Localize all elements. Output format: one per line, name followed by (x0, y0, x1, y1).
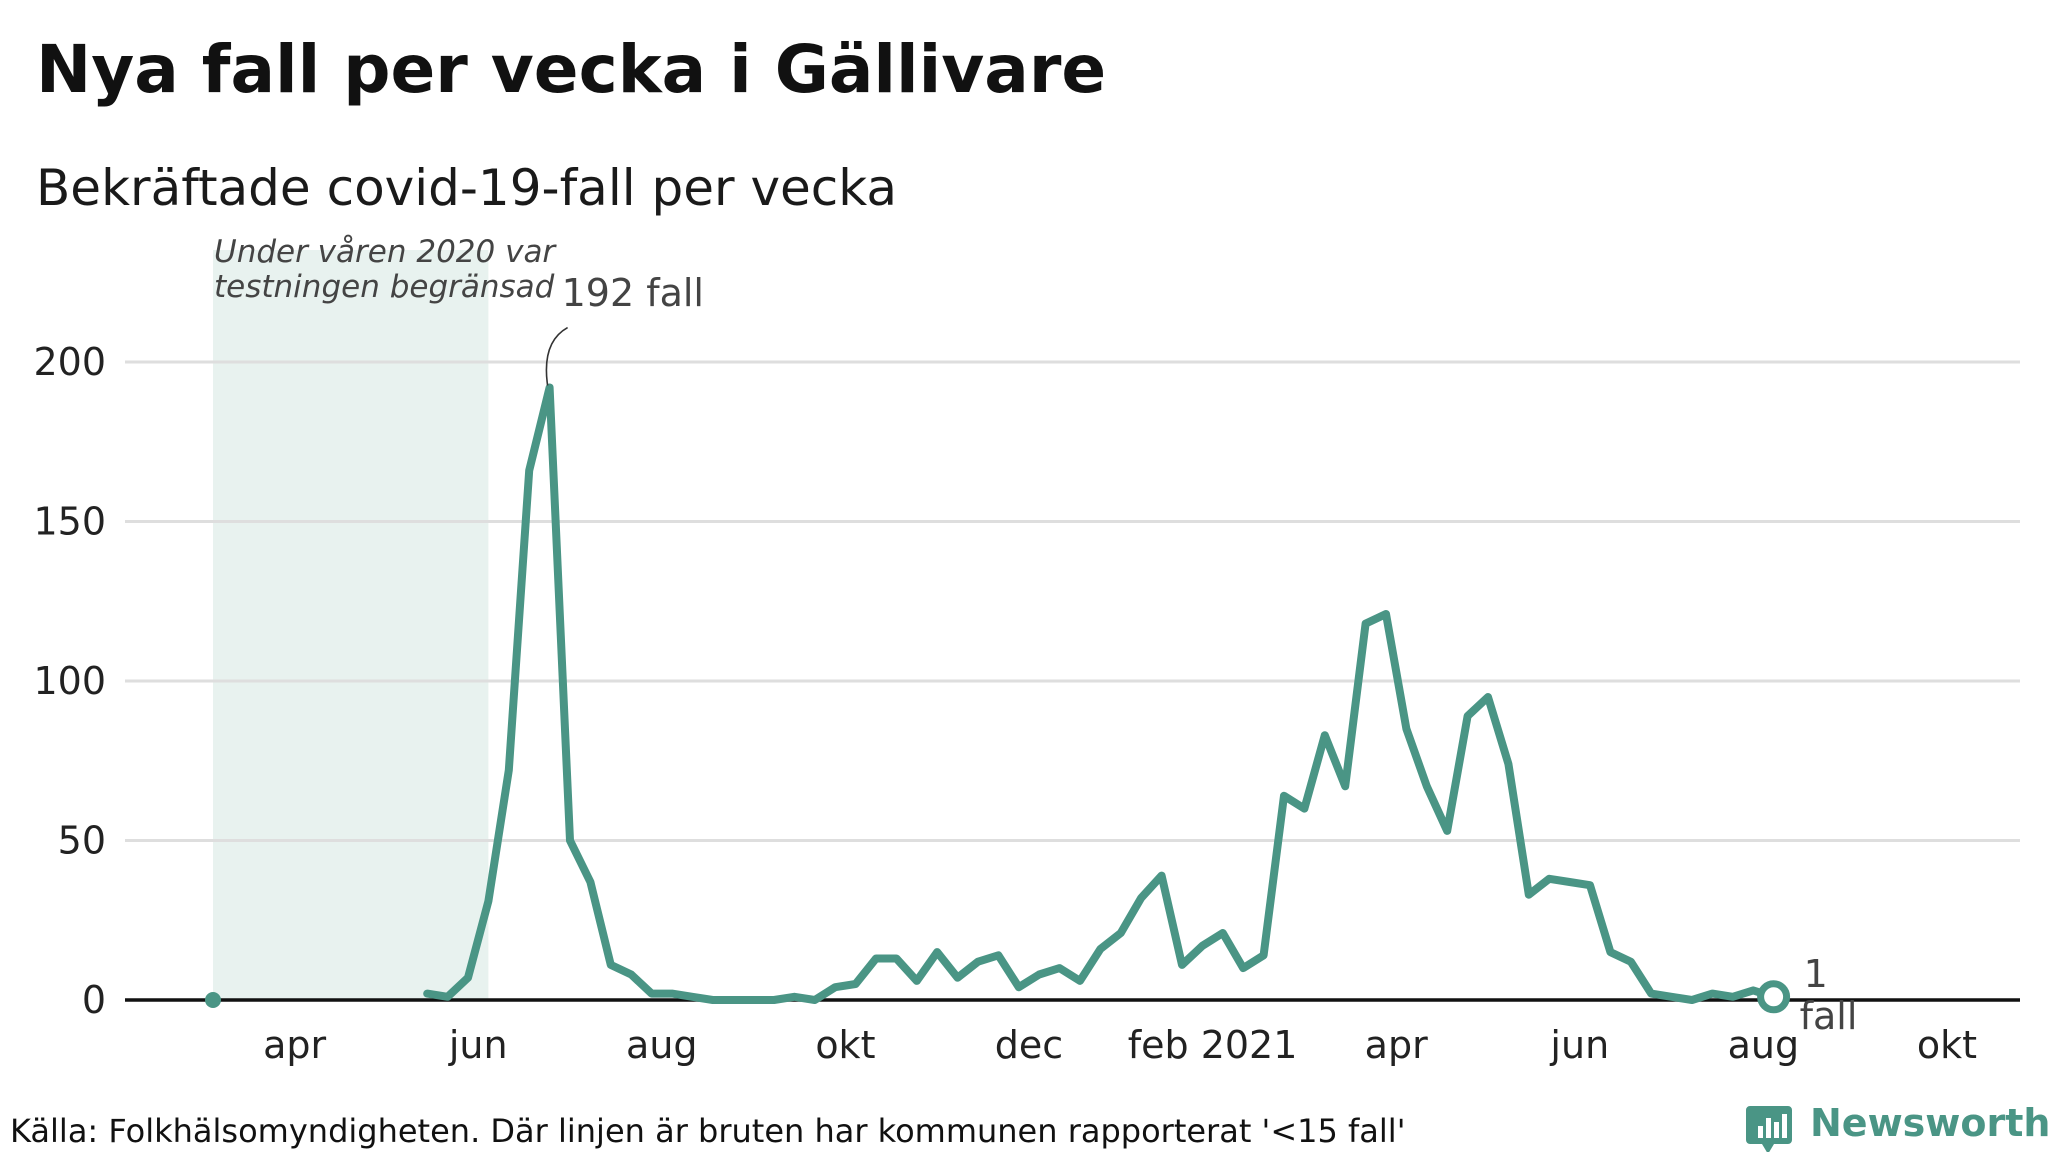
x-axis-labels: apr jun aug okt dec feb 2021 apr jun aug okt (263, 1023, 1977, 1067)
x-tick-label: okt (815, 1023, 875, 1067)
newsworthy-logo: Newsworthy (1746, 1101, 2048, 1152)
source-note: Källa: Folkhälsomyndigheten. Där linjen … (10, 1112, 1405, 1150)
y-tick-label: 150 (33, 500, 106, 544)
y-tick-label: 100 (33, 659, 106, 703)
x-tick-label: apr (1365, 1023, 1428, 1067)
limited-testing-region (213, 250, 489, 1000)
series-line-segment-1 (423, 383, 1778, 1004)
y-axis-labels: 0 50 100 150 200 (33, 340, 106, 1022)
peak-label: 192 fall (562, 271, 704, 315)
chart-title: Nya fall per vecka i Gällivare (36, 31, 1106, 108)
annotation-line-1: Under våren 2020 var (214, 234, 557, 270)
last-point-marker (1757, 980, 1791, 1014)
end-label-value: 1 (1804, 952, 1828, 996)
series-line-group (205, 383, 1791, 1014)
brand-name: Newsworthy (1810, 1101, 2048, 1145)
chart-subtitle: Bekräftade covid-19-fall per vecka (36, 159, 897, 217)
x-tick-label: jun (448, 1023, 508, 1067)
annotation-line-2: testningen begränsad (214, 269, 555, 305)
x-tick-label: apr (263, 1023, 326, 1067)
end-label-unit: fall (1800, 994, 1858, 1038)
x-tick-label: feb 2021 (1128, 1023, 1298, 1067)
x-tick-label: aug (1728, 1023, 1800, 1067)
y-tick-label: 50 (58, 819, 106, 863)
peak-connector (545, 326, 568, 386)
y-tick-label: 200 (33, 340, 106, 384)
gridlines (125, 360, 2020, 842)
x-tick-label: dec (995, 1023, 1063, 1067)
series-point (205, 992, 221, 1008)
x-tick-label: aug (626, 1023, 698, 1067)
x-tick-label: jun (1549, 1023, 1609, 1067)
y-tick-label: 0 (82, 978, 106, 1022)
x-tick-label: okt (1917, 1023, 1977, 1067)
